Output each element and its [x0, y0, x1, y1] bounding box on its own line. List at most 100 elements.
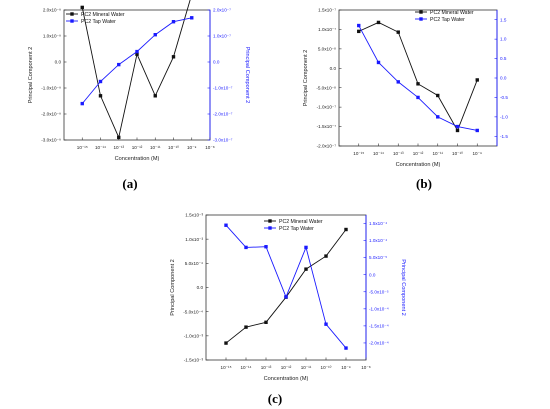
chart-c-series-mineral-point	[264, 320, 268, 324]
chart-a-plot-frame	[63, 9, 211, 141]
chart-a-series-tap-point	[171, 20, 176, 24]
chart-c-x-tick-label: 10⁻¹⁴	[240, 365, 251, 370]
chart-a-y-tick-label: -3.0x10⁻⁹	[41, 138, 61, 143]
chart-a-series-mineral-point	[80, 5, 84, 10]
chart-b-y-tick-label: 5.0x10⁻⁸	[318, 46, 336, 51]
chart-b-legend-mineral-marker	[419, 10, 423, 14]
chart-a-legend-mineral-label: PC2 Mineral Water	[81, 12, 125, 18]
panel-label-c: (c)	[267, 391, 283, 406]
chart-a-series-tap-point	[117, 62, 121, 67]
chart-a-y2-tick-label: 2.0x10⁻⁷	[213, 8, 231, 13]
chart-c-y-tick-label: 5.0x10⁻⁴	[185, 261, 203, 266]
chart-b-legend-tap-label: PC2 Tap Water	[430, 17, 465, 23]
chart-b-x-tick-label: 10⁻¹⁰	[452, 151, 463, 156]
chart-b-y-tick-label: 1.5x10⁻⁷	[318, 8, 336, 13]
chart-a-y-tick-label: -1.0x10⁻⁹	[41, 86, 61, 91]
chart-b-series-mineral-point	[475, 78, 479, 82]
chart-b-y2-tick-label: -1.0	[500, 114, 508, 119]
chart-c-series-tap-point	[324, 322, 328, 326]
chart-a-svg: 10⁻¹⁵ 10⁻¹⁴ 10⁻¹³ 10⁻¹² 10⁻¹¹ 10⁻¹⁰ 10⁻⁹ 10⁻⁸ -3…	[28, 0, 250, 162]
chart-a-series-tap-point	[190, 16, 194, 20]
chart-c-series-tap-line	[225, 224, 347, 349]
chart-c-plot-frame	[205, 214, 367, 361]
chart-b-y-tick-label: 0.0	[330, 66, 337, 71]
chart-b-plot-frame	[338, 9, 498, 147]
chart-panel-c: 10⁻¹⁵ 10⁻¹⁴ 10⁻¹³ 10⁻¹² 10⁻¹¹ 10⁻¹⁰ 10⁻⁹ 10⁻⁸ -1…	[140, 205, 415, 390]
chart-c-legend-tap-label: PC2 Tap Water	[279, 226, 314, 232]
chart-c-legend-tap-marker	[268, 226, 272, 230]
chart-c-series-tap-point	[284, 295, 288, 299]
chart-c-x-tick-label: 10⁻¹⁰	[321, 365, 332, 370]
chart-c-x-tick-label: 10⁻¹⁵	[221, 365, 232, 370]
chart-b-y-tick-label: -5.0x10⁻⁸	[316, 85, 336, 90]
chart-a-y2-axis-title: Principal Component 2	[244, 47, 250, 104]
chart-a-y2-tick-label: -3.0x10⁻⁷	[213, 138, 233, 143]
chart-a-legend-tap-marker	[70, 19, 74, 23]
chart-a-y2-tick-label: -2.0x10⁻⁷	[213, 112, 233, 117]
chart-b-y-tick-label: -1.5x10⁻⁷	[317, 124, 337, 129]
chart-a-x-tick-label: 10⁻¹³	[113, 145, 124, 150]
chart-c-svg: 10⁻¹⁵ 10⁻¹⁴ 10⁻¹³ 10⁻¹² 10⁻¹¹ 10⁻¹⁰ 10⁻⁹ 10⁻⁸ -1…	[170, 213, 406, 382]
chart-b-series-tap-point	[455, 124, 460, 129]
chart-a-x-tick-label: 10⁻⁸	[205, 145, 215, 150]
chart-c-series-mineral-point	[324, 254, 328, 258]
chart-c-x-tick-label: 10⁻¹¹	[301, 365, 312, 370]
chart-b-series-tap-point	[475, 128, 479, 133]
chart-c-y2-tick-label: 0.0	[369, 272, 376, 277]
chart-b-series-tap-line	[358, 25, 478, 131]
chart-c-y-tick-label: -1.0x10⁻³	[184, 333, 204, 338]
chart-a-series-tap-point	[80, 101, 84, 106]
chart-b-y-tick-label: -1.0x10⁻⁷	[317, 105, 337, 110]
chart-c-series-tap-point	[264, 245, 268, 249]
panel-label-b: (b)	[416, 176, 432, 191]
chart-c-series-tap-point	[344, 346, 348, 350]
chart-a-x-tick-label: 10⁻¹⁵	[77, 145, 88, 150]
chart-c-y-axis-title: Principal Component 2	[170, 259, 176, 316]
chart-a-y-axis-title: Principal Component 2	[28, 47, 34, 104]
chart-c-series-tap-point	[304, 245, 308, 250]
chart-c-y2-tick-label: -2.0x10⁻⁴	[369, 341, 389, 346]
chart-b-x-tick-label: 10⁻¹²	[413, 151, 424, 156]
chart-b-y2-tick-label: -0.5	[500, 95, 508, 100]
chart-c-y2-tick-label: 1.0x10⁻⁴	[369, 238, 387, 243]
chart-c-y-tick-label: 0.0	[197, 285, 204, 290]
chart-a-y-tick-label: 0.0	[55, 60, 62, 65]
chart-a-x-tick-label: 10⁻¹²	[132, 145, 143, 150]
chart-c-y2-tick-label: -1.0x10⁻⁴	[369, 306, 389, 311]
chart-b-svg: 10⁻¹⁵ 10⁻¹⁴ 10⁻¹³ 10⁻¹² 10⁻¹¹ 10⁻¹⁰ 10⁻⁹ -2.0x1…	[303, 8, 508, 168]
chart-a-y-tick-label: -2.0x10⁻⁹	[41, 112, 61, 117]
chart-b-y2-tick-label: 1.0	[500, 37, 507, 42]
chart-b-series-mineral-point	[396, 30, 400, 34]
chart-b-series-tap-point	[416, 95, 420, 100]
chart-b-series-mineral-point	[455, 128, 460, 133]
chart-a-legend-tap-label: PC2 Tap Water	[81, 19, 116, 25]
chart-a-series-tap-point	[153, 33, 157, 37]
chart-b-legend-mineral-label: PC2 Mineral Water	[430, 10, 474, 16]
chart-c-x-tick-label: 10⁻⁸	[361, 365, 371, 370]
chart-c-y2-tick-label: 1.5x10⁻⁴	[369, 221, 387, 226]
chart-b-series-mineral-line	[358, 21, 478, 132]
chart-b-y2-tick-label: 0.0	[500, 76, 507, 81]
chart-c-series-mineral-point	[224, 341, 228, 345]
chart-c-x-tick-label: 10⁻¹³	[261, 365, 272, 370]
chart-c-y-tick-label: -5.0x10⁻⁴	[183, 309, 203, 314]
chart-b-x-tick-label: 10⁻⁹	[472, 151, 482, 156]
chart-a-x-tick-label: 10⁻¹⁴	[95, 145, 106, 150]
chart-c-x-tick-label: 10⁻¹²	[281, 365, 292, 370]
chart-b-series-mineral-point	[357, 29, 361, 34]
chart-c-y2-tick-label: -5.0x10⁻⁵	[369, 289, 389, 294]
chart-c-series-mineral-point	[304, 267, 308, 271]
chart-a-series-tap-point	[98, 79, 103, 84]
chart-a-series-mineral-point	[98, 94, 103, 98]
chart-panel-a: 10⁻¹⁵ 10⁻¹⁴ 10⁻¹³ 10⁻¹² 10⁻¹¹ 10⁻¹⁰ 10⁻⁹ 10⁻⁸ -3…	[0, 0, 275, 175]
chart-b-y2-tick-label: -1.5	[500, 134, 508, 139]
chart-a-series-mineral-point	[171, 55, 176, 59]
chart-a-legend-mineral-marker	[70, 12, 74, 16]
chart-b-y-tick-label: -2.0x10⁻⁷	[317, 144, 337, 149]
chart-b-x-tick-label: 10⁻¹⁴	[373, 151, 384, 156]
chart-a-y2-tick-label: 0.0	[213, 60, 220, 65]
chart-b-y2-tick-label: 1.5	[500, 17, 507, 22]
chart-b-series-tap-point	[357, 23, 361, 28]
chart-c-legend-mineral-marker	[268, 219, 272, 223]
chart-c-legend-mineral-label: PC2 Mineral Water	[279, 219, 323, 225]
